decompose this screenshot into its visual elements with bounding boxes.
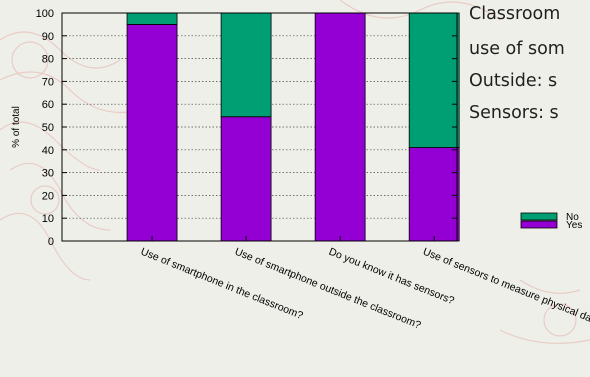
slide-text-line-1: Classroom bbox=[469, 4, 561, 24]
y-tick-label: 30 bbox=[42, 168, 54, 180]
legend-swatch-yes bbox=[520, 220, 558, 229]
y-tick-label: 60 bbox=[42, 99, 54, 111]
x-tick-label: Use of smartphone outside the classroom? bbox=[233, 246, 423, 332]
y-tick-label: 10 bbox=[42, 213, 54, 225]
legend-label-yes: Yes bbox=[566, 220, 582, 231]
y-tick-label: 50 bbox=[42, 122, 54, 134]
legend-swatch-no bbox=[520, 212, 558, 221]
slide-text-line-3: Outside: s bbox=[469, 71, 558, 91]
y-axis-label: % of total bbox=[11, 106, 22, 148]
y-tick-label: 70 bbox=[42, 76, 54, 88]
bars bbox=[126, 12, 460, 242]
y-axis: 0 10 20 30 40 50 60 70 80 90 100 bbox=[36, 8, 457, 248]
legend-label-no: No bbox=[566, 212, 579, 223]
x-tick-label: Use of sensors to measure physical data? bbox=[421, 246, 590, 330]
slide-text-line-2: use of som bbox=[469, 39, 565, 59]
y-tick-label: 20 bbox=[42, 190, 54, 202]
x-axis: Use of smartphone in the classroom?Use o… bbox=[139, 236, 590, 332]
slide-text-line-4: Sensors: s bbox=[469, 103, 559, 123]
y-tick-label: 90 bbox=[42, 31, 54, 43]
y-tick-label: 80 bbox=[42, 54, 54, 66]
bar-segment-yes bbox=[408, 147, 460, 242]
bar-segment-no bbox=[126, 12, 178, 25]
bar-segment-no bbox=[220, 12, 272, 118]
y-tick-label: 100 bbox=[36, 8, 54, 20]
x-tick-label: Use of smartphone in the classroom? bbox=[139, 246, 305, 322]
y-tick-label: 0 bbox=[48, 236, 54, 248]
bar-segment-no bbox=[408, 12, 460, 148]
y-tick-label: 40 bbox=[42, 145, 54, 157]
bar-segment-yes bbox=[126, 23, 178, 242]
bar-segment-yes bbox=[220, 116, 272, 242]
bar-segment-yes bbox=[314, 12, 366, 242]
